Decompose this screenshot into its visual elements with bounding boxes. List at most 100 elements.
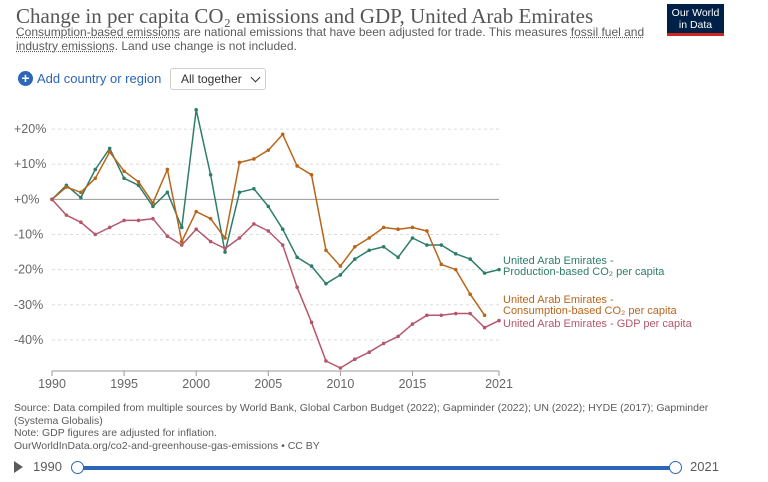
point-gdp-1995 [122, 218, 126, 223]
point-gdp-2001 [208, 239, 213, 244]
point-production-2002 [223, 250, 227, 254]
point-consumption-1995 [122, 169, 126, 174]
point-consumption-1993 [93, 176, 98, 181]
series-layer [50, 107, 501, 370]
point-production-2015 [410, 236, 415, 240]
point-consumption-2004 [252, 157, 256, 161]
point-production-1999 [179, 225, 184, 230]
point-gdp-2002 [223, 246, 227, 251]
point-production-2007 [295, 255, 299, 260]
source-text: Source: Data compiled from multiple sour… [14, 402, 709, 427]
add-country-button[interactable]: + Add country or region [18, 71, 161, 86]
y-tick-label-0: +20% [14, 122, 46, 136]
subtitle-text-2: . Land use change is not included. [114, 38, 297, 53]
point-production-2008 [309, 264, 314, 268]
point-gdp-1990 [50, 197, 54, 202]
point-consumption-2015 [410, 225, 415, 230]
point-production-2006 [280, 227, 285, 232]
point-gdp-1992 [79, 220, 83, 224]
point-consumption-2019 [468, 292, 472, 297]
point-gdp-1997 [151, 216, 155, 221]
point-production-2004 [252, 187, 256, 191]
subtitle-text-1: are national emissions that have been ad… [180, 25, 571, 39]
point-production-2005 [266, 204, 271, 209]
x-tick-label-5: 2015 [399, 377, 427, 391]
point-production-2012 [367, 248, 372, 253]
point-consumption-2016 [425, 229, 429, 233]
chart-subtitle: Consumption-based emissions are national… [16, 25, 646, 53]
point-consumption-2011 [353, 244, 357, 249]
x-tick-label-2: 2000 [182, 377, 210, 391]
point-gdp-1994 [107, 225, 112, 230]
point-gdp-2009 [324, 359, 328, 363]
point-production-1995 [122, 176, 126, 181]
series-line-production [51, 109, 500, 285]
point-production-2020 [482, 271, 487, 275]
note-text: Note: GDP figures are adjusted for infla… [14, 427, 217, 439]
fossil-fuel-link[interactable]: fossil fuel and industry emissions [16, 25, 645, 53]
point-consumption-2020 [482, 313, 487, 318]
point-production-2019 [468, 257, 472, 261]
x-tick-label-4: 2010 [326, 377, 354, 391]
point-production-2009 [324, 281, 328, 286]
y-tick-label-2: +0% [14, 192, 39, 206]
point-gdp-2000 [194, 227, 198, 232]
point-production-2001 [208, 172, 213, 177]
point-consumption-1998 [165, 167, 170, 172]
point-consumption-2018 [453, 267, 458, 272]
point-production-1998 [165, 190, 170, 195]
point-gdp-2005 [266, 229, 271, 233]
x-tick-label-3: 2005 [254, 377, 282, 391]
series-label-production-line2: Production-based CO₂ per capita [503, 266, 665, 278]
y-tick-label-5: -30% [14, 298, 43, 312]
timeline-start-label: 1990 [33, 459, 62, 474]
y-tick-label-4: -20% [14, 263, 43, 277]
point-gdp-2004 [252, 222, 256, 226]
point-production-2016 [425, 243, 429, 247]
point-production-1992 [79, 195, 83, 200]
point-gdp-2011 [353, 357, 357, 362]
point-production-1997 [151, 204, 155, 209]
timeline-track[interactable] [78, 466, 676, 470]
y-tick-label-6: -40% [14, 333, 43, 347]
logo-line-1: Our World [671, 7, 720, 19]
y-tick-label-3: -10% [14, 227, 43, 241]
point-consumption-1999 [179, 239, 184, 244]
point-gdp-2020 [482, 325, 487, 330]
x-tick-label-6: 2021 [485, 377, 513, 391]
axis-layer: +20% +10% +0% -10% -20% -30% -40% 1990 1995 2000 2… [14, 122, 513, 391]
add-country-label: Add country or region [37, 71, 162, 86]
timeline-start-handle[interactable] [71, 461, 84, 474]
chart-title: Change in per capita CO₂ emissions and G… [16, 4, 594, 28]
license-text: • CC BY [278, 439, 320, 452]
consumption-emissions-link[interactable]: Consumption-based emissions [16, 25, 181, 39]
point-production-1994 [107, 146, 112, 151]
label-layer: United Arab Emirates -Production-based C… [503, 255, 693, 330]
timeline-end-handle[interactable] [669, 461, 682, 474]
point-consumption-1996 [136, 179, 141, 184]
dropdown-value: All together [181, 72, 242, 86]
point-gdp-2015 [410, 322, 415, 326]
point-gdp-2007 [295, 285, 299, 289]
series-line-consumption [51, 133, 486, 316]
point-gdp-2014 [396, 334, 400, 339]
owid-logo[interactable]: Our World in Data [667, 4, 724, 36]
point-consumption-2017 [439, 262, 444, 267]
view-mode-dropdown[interactable]: All together [170, 68, 266, 90]
point-production-2018 [453, 252, 458, 256]
point-production-2011 [353, 257, 357, 261]
point-gdp-2017 [439, 313, 444, 318]
point-production-2017 [439, 243, 444, 247]
x-tick-label-1: 1995 [110, 377, 138, 391]
y-tick-label-1: +10% [14, 157, 46, 171]
series-label-consumption-line2: Consumption-based CO₂ per capita [503, 305, 678, 317]
point-gdp-2021 [497, 318, 501, 323]
point-production-2003 [237, 190, 242, 195]
point-consumption-2007 [295, 164, 299, 168]
point-consumption-2014 [396, 227, 400, 232]
point-consumption-2005 [266, 148, 271, 152]
source-url-link[interactable]: OurWorldInData.org/co2-and-greenhouse-ga… [14, 439, 279, 452]
point-consumption-2001 [208, 216, 213, 221]
timeline-end-label: 2021 [690, 459, 719, 474]
play-icon[interactable] [14, 461, 23, 473]
